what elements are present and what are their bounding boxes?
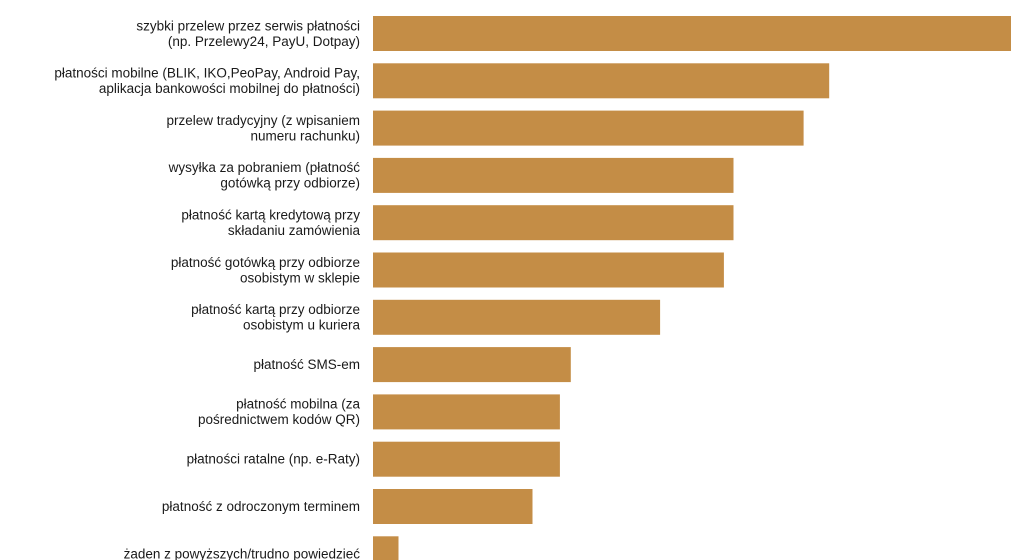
bar-0	[373, 16, 1011, 51]
bar-2	[373, 110, 804, 146]
category-label-3: wysyłka za pobraniem (płatność gotówką pr…	[168, 160, 361, 191]
category-label-line: pośrednictwem kodów QR)	[198, 412, 360, 427]
category-label-line: płatność mobilna (za	[236, 397, 360, 412]
bar-11	[373, 536, 399, 560]
category-label-line: wysyłka za pobraniem (płatność	[168, 160, 361, 175]
bar-7	[373, 347, 571, 383]
category-label-line: osobistym u kuriera	[243, 318, 361, 333]
category-label-line: aplikacja bankowości mobilnej do płatnoś…	[99, 81, 360, 96]
category-label-10: płatność z odroczonym terminem	[162, 499, 360, 514]
category-label-8: płatność mobilna (za pośrednictwem kodów …	[198, 397, 361, 428]
bar-10	[373, 489, 533, 524]
category-label-line: (np. Przelewy24, PayU, Dotpay)	[168, 34, 360, 49]
category-label-line: płatności mobilne (BLIK, IKO,PeoPay, And…	[54, 66, 360, 81]
bar-3	[373, 157, 734, 193]
category-label-line: żaden z powyższych/trudno powiedzieć	[124, 546, 361, 560]
category-label-line: płatności ratalne (np. e-Raty)	[187, 452, 360, 467]
bar-8	[373, 394, 560, 430]
category-label-line: przelew tradycyjny (z wpisaniem	[166, 113, 360, 128]
category-label-line: składaniu zamówienia	[228, 223, 361, 238]
category-label-5: płatność gotówką przy odbiorze osobistym …	[171, 255, 360, 286]
category-label-line: płatność gotówką przy odbiorze	[171, 255, 360, 270]
bar-9	[373, 441, 560, 477]
bar-1	[373, 63, 830, 99]
category-label-line: płatność z odroczonym terminem	[162, 499, 360, 514]
category-label-1: płatności mobilne (BLIK, IKO,PeoPay, And…	[54, 66, 360, 97]
category-label-0: szybki przelew przez serwis płatności (np…	[136, 18, 360, 49]
category-label-2: przelew tradycyjny (z wpisaniem numeru ra…	[166, 113, 360, 144]
bar-5	[373, 252, 724, 288]
category-label-4: płatność kartą kredytową przy składaniu z…	[181, 207, 360, 238]
bar-6	[373, 299, 661, 335]
category-label-line: płatność kartą kredytową przy	[181, 207, 360, 222]
category-label-line: szybki przelew przez serwis płatności	[136, 18, 360, 33]
category-label-9: płatności ratalne (np. e-Raty)	[187, 452, 360, 467]
category-label-7: płatność SMS-em	[253, 357, 360, 372]
bars	[373, 16, 1011, 560]
category-label-6: płatność kartą przy odbiorze osobistym u …	[191, 302, 360, 333]
category-label-line: płatność SMS-em	[253, 357, 360, 372]
category-label-line: płatność kartą przy odbiorze	[191, 302, 360, 317]
category-label-line: gotówką przy odbiorze)	[220, 176, 360, 191]
category-label-11: żaden z powyższych/trudno powiedzieć	[124, 546, 361, 560]
category-labels: szybki przelew przez serwis płatności (np…	[54, 18, 360, 560]
category-label-line: numeru rachunku)	[250, 128, 360, 143]
category-label-line: osobistym w sklepie	[240, 270, 360, 285]
bar-4	[373, 205, 734, 241]
